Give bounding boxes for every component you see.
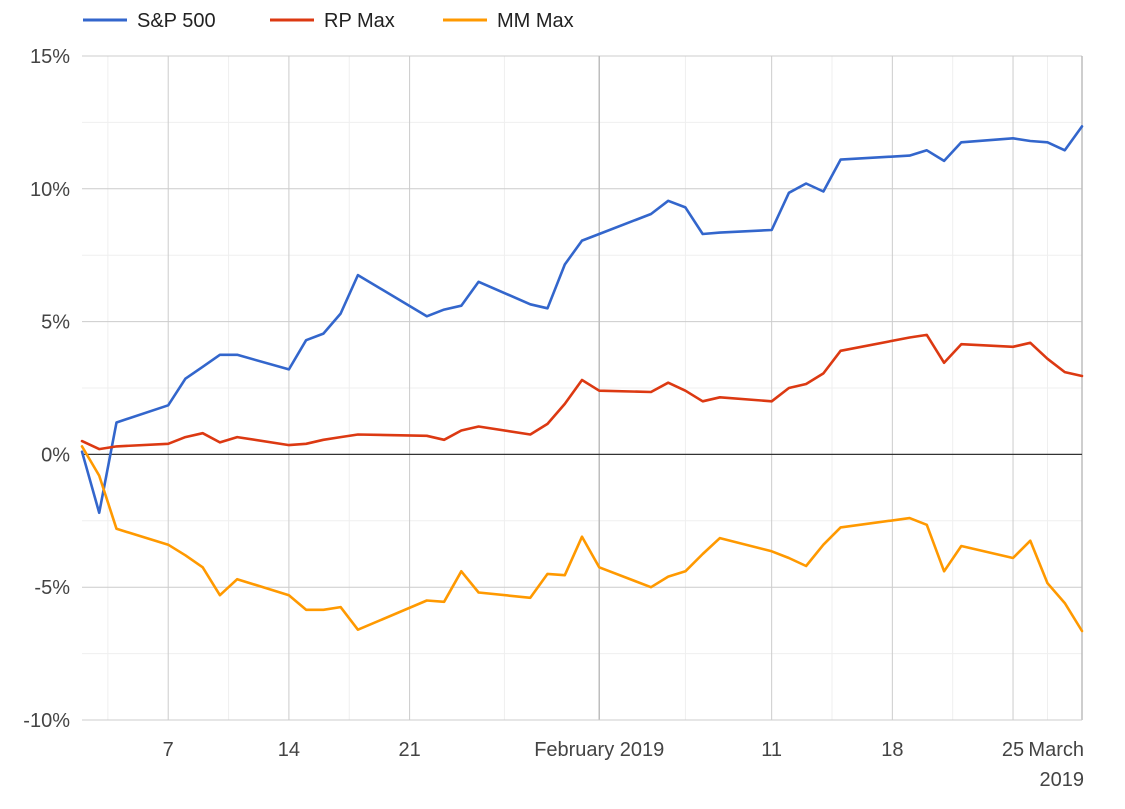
- y-tick-label: 15%: [30, 46, 70, 68]
- x-tick-label-line: March: [1028, 739, 1084, 761]
- y-tick-label: 10%: [30, 179, 70, 201]
- x-tick-label-line: 2019: [1040, 769, 1085, 791]
- x-axis-tick-labels: 7 14 21 February 2019 11 18 25 March 2019: [163, 739, 1084, 791]
- x-tick-label: 18: [881, 739, 903, 761]
- legend-label: RP Max: [324, 10, 395, 32]
- y-tick-label: -10%: [23, 710, 70, 732]
- series-line-mm-max: [80, 445, 1084, 633]
- x-tick-label: 25: [1002, 739, 1024, 761]
- x-tick-label: February 2019: [534, 739, 664, 761]
- series-line-rp-max: [80, 333, 1084, 451]
- chart-legend: S&P 500 RP Max MM Max: [83, 10, 574, 32]
- minor-gridlines: [82, 56, 1082, 720]
- y-tick-label: 5%: [41, 312, 70, 334]
- y-tick-label: -5%: [34, 577, 70, 599]
- x-tick-label: 14: [278, 739, 300, 761]
- legend-item-s-p-500: S&P 500: [83, 10, 216, 32]
- y-axis-tick-labels: 15% 10% 5% 0% -5% -10%: [23, 46, 70, 732]
- legend-item-rp-max: RP Max: [270, 10, 395, 32]
- data-series: [80, 125, 1084, 633]
- y-tick-label: 0%: [41, 444, 70, 466]
- x-tick-label: March 2019: [1028, 739, 1084, 791]
- x-tick-label: 11: [761, 739, 782, 761]
- x-tick-label: 7: [163, 739, 174, 761]
- legend-label: S&P 500: [137, 10, 216, 32]
- series-line-s-p-500: [80, 125, 1084, 515]
- legend-item-mm-max: MM Max: [443, 10, 574, 32]
- major-gridlines: [82, 55, 1083, 721]
- x-tick-label: 21: [398, 739, 420, 761]
- legend-label: MM Max: [497, 10, 574, 32]
